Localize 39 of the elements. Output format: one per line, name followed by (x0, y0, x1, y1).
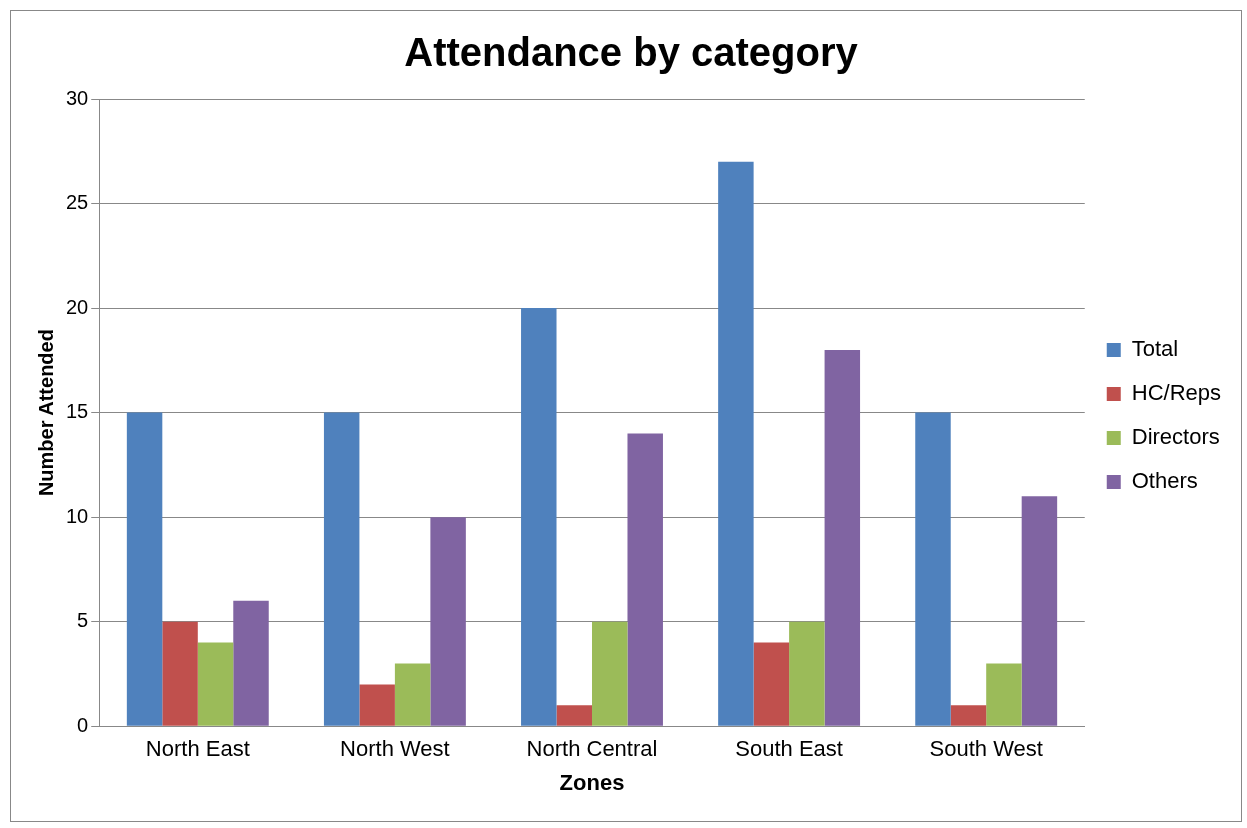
y-tick-label: 20 (66, 295, 89, 318)
bar (430, 517, 466, 726)
y-tick-label: 25 (66, 191, 89, 214)
bar (789, 621, 825, 726)
bar (126, 412, 163, 726)
bar (1021, 496, 1058, 726)
bar (915, 412, 951, 726)
legend-label: Directors (1131, 424, 1220, 450)
bar (950, 705, 987, 726)
bar (162, 621, 198, 726)
x-tick-label: North East (145, 736, 250, 762)
x-tick-label: North Central (526, 736, 658, 762)
y-tick-label: 0 (77, 713, 89, 736)
legend-label: Total (1131, 336, 1179, 362)
bar (556, 705, 592, 726)
bar (197, 642, 234, 726)
bar (323, 412, 360, 726)
x-tick-label: North West (340, 736, 450, 762)
bar (986, 663, 1022, 726)
y-tick-label: 10 (66, 504, 89, 527)
x-tick-label: South West (929, 736, 1043, 762)
y-tick-label: 30 (66, 86, 89, 109)
y-tick-label: 5 (77, 609, 89, 632)
bar (359, 684, 395, 726)
x-tick-label: South East (735, 736, 843, 762)
legend-label: Others (1131, 468, 1198, 494)
bar (521, 308, 557, 726)
bar (627, 433, 663, 726)
bar (753, 642, 790, 726)
y-tick-label: 15 (66, 400, 89, 423)
bar (592, 621, 628, 726)
bar (233, 600, 269, 726)
bar (824, 349, 861, 726)
y-axis-title: Number Attended (34, 329, 57, 497)
bar (718, 161, 754, 726)
x-axis-title: Zones (559, 769, 625, 795)
bar (394, 663, 431, 726)
legend-label: HC/Reps (1131, 380, 1221, 406)
chart-title: Attendance by category (404, 30, 859, 75)
